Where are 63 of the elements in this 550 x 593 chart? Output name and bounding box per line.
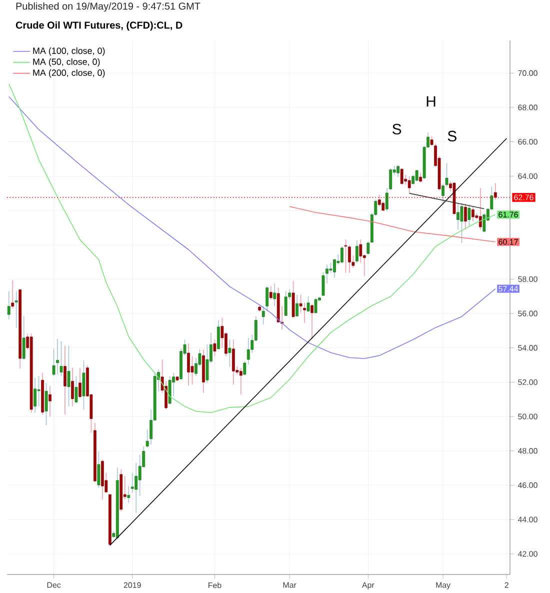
candlestick: [48, 386, 52, 417]
candlestick: [494, 182, 497, 200]
candlestick: [168, 376, 172, 405]
candlestick: [479, 188, 482, 230]
candlestick: [190, 356, 194, 386]
candlestick: [340, 246, 344, 264]
candlestick: [296, 294, 298, 318]
candlestick: [217, 320, 220, 350]
candlestick: [303, 302, 306, 324]
candlestick: [456, 202, 460, 230]
candlestick: [468, 204, 471, 227]
candlestick: [187, 343, 190, 386]
candlestick: [396, 164, 400, 178]
candlestick: [130, 472, 134, 494]
candlestick: [464, 203, 467, 230]
candlestick: [412, 174, 414, 186]
candlestick: [127, 486, 130, 504]
chart-subtitle: Published on 19/May/2019 - 9:47:51 GMT: [16, 2, 200, 12]
candlestick: [78, 367, 82, 398]
candlestick: [460, 202, 464, 244]
candlestick: [273, 283, 276, 307]
legend-label: MA (50, close, 0): [33, 58, 100, 67]
candlestick: [419, 172, 422, 183]
candlestick: [232, 339, 235, 386]
candlestick: [269, 286, 272, 300]
candlestick: [329, 262, 332, 274]
annotation: S: [448, 130, 456, 142]
candlestick: [71, 367, 74, 407]
candlestick: [400, 168, 404, 186]
candlestick: [56, 338, 59, 375]
candlestick: [44, 382, 48, 426]
candlestick: [11, 280, 14, 309]
candlestick: [348, 245, 351, 274]
candlestick: [7, 290, 10, 320]
candlestick: [82, 360, 86, 410]
candlestick: [67, 345, 70, 407]
candlestick: [333, 258, 336, 278]
candlestick: [34, 377, 36, 414]
candlestick: [134, 462, 138, 514]
candlestick: [37, 376, 40, 407]
candlestick: [239, 367, 242, 395]
annotation: S: [392, 124, 402, 134]
candlestick: [284, 290, 288, 317]
candlestick: [344, 239, 348, 274]
candlestick: [310, 304, 314, 340]
candlestick: [228, 339, 232, 368]
candlestick: [213, 339, 216, 357]
candlestick: [314, 297, 318, 314]
legend-label: MA (200, close, 0): [33, 69, 105, 78]
legend-label: MA (100, close, 0): [33, 47, 105, 56]
candlestick: [60, 340, 63, 377]
candlestick: [408, 176, 411, 194]
candlestick: [22, 316, 26, 360]
chart-title: Crude Oil WTI Futures, (CFD):CL, D: [16, 21, 182, 31]
annotation: H: [426, 96, 436, 107]
candlestick: [306, 296, 310, 313]
candlestick: [472, 206, 474, 222]
candlestick: [97, 450, 100, 488]
candlestick: [356, 240, 358, 264]
candlestick: [292, 280, 295, 318]
candlestick: [14, 290, 18, 328]
candlestick: [64, 345, 66, 415]
candlestick: [74, 376, 78, 404]
